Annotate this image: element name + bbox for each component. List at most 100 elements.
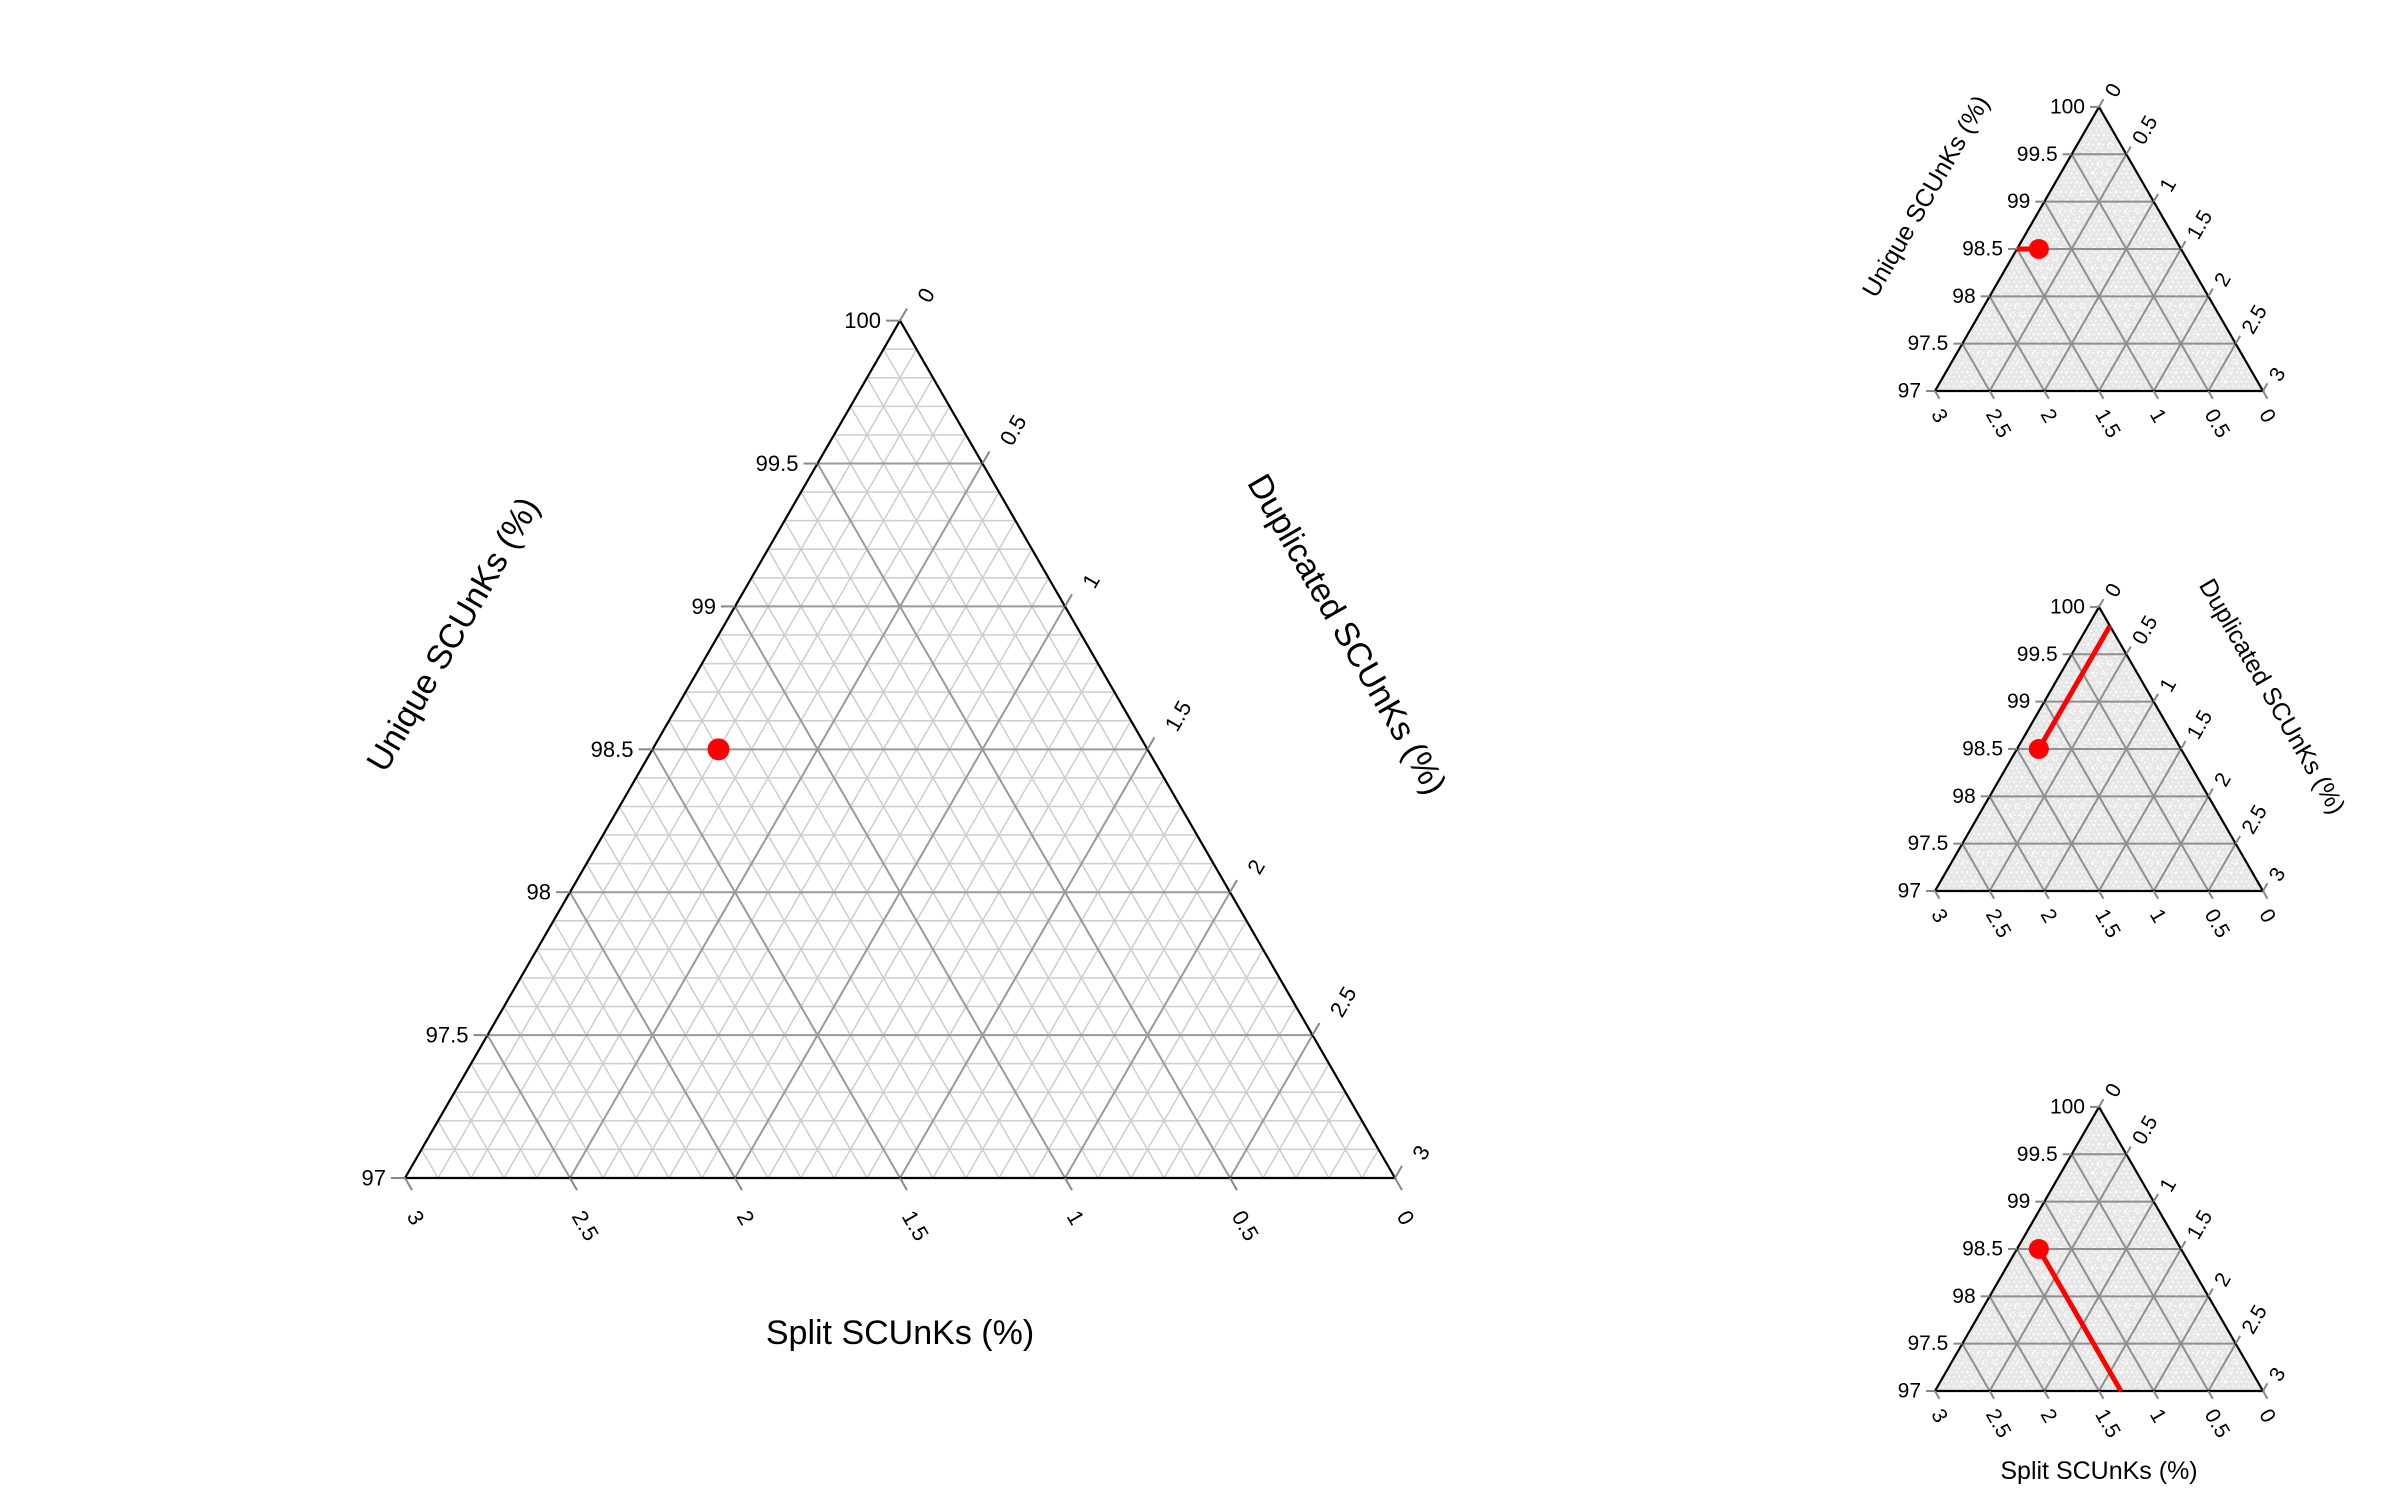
grid-line	[2229, 1362, 2248, 1392]
tick-label: 3	[2265, 364, 2291, 386]
grid-line	[1945, 871, 1958, 892]
tick-mark	[2207, 390, 2214, 400]
grid-line	[552, 920, 703, 1179]
grid-line	[2043, 201, 2155, 392]
tick-mark	[2125, 145, 2132, 155]
grid-line	[1956, 1352, 1980, 1392]
grid-line	[2010, 758, 2089, 892]
grid-line	[1956, 852, 1980, 892]
tick-label: 1.5	[1160, 696, 1197, 735]
grid-line	[1967, 634, 2117, 892]
grid-line	[1988, 795, 2046, 892]
tick-mark	[1064, 593, 1073, 607]
tick-label: 0.5	[1227, 1206, 1264, 1245]
tick-mark	[2125, 1145, 2132, 1155]
tick-label: 0.5	[2128, 612, 2163, 649]
tick-label: 1	[2145, 905, 2171, 927]
tick-label: 1	[1077, 569, 1105, 592]
tick-label: 98.5	[1962, 737, 2003, 760]
grid-line	[2076, 644, 2220, 892]
grid-line	[2087, 1239, 2177, 1392]
tick-label: 1.5	[2090, 905, 2125, 942]
tick-mark	[2098, 598, 2105, 608]
grid-line	[816, 463, 1231, 1179]
grid-line	[1097, 920, 1248, 1179]
grid-line	[1956, 1125, 2111, 1392]
grid-line	[1361, 1149, 1380, 1179]
tick-label: 0	[2101, 580, 2127, 602]
grid-line	[1130, 948, 1264, 1179]
ternary-panel-main: 97 97.5 98 98.5 99 99.5 100 0 0.5 1 1.5 2 2.5 3 3 2.5 2 1…	[359, 284, 1453, 1352]
grid-line	[1950, 1362, 1969, 1392]
grid-line	[2109, 258, 2188, 392]
grid-line	[2021, 1182, 2144, 1392]
grid-line	[2081, 134, 2231, 392]
grid-line	[470, 1063, 538, 1179]
grid-line	[2152, 1295, 2210, 1392]
grid-line	[1994, 786, 2056, 892]
grid-line	[2060, 672, 2188, 892]
grid-line	[2207, 1343, 2237, 1392]
grid-line	[1064, 891, 1231, 1179]
grid-line	[2229, 862, 2248, 892]
data-point	[2028, 238, 2049, 259]
grid-line	[2163, 805, 2215, 892]
grid-line	[1950, 862, 1969, 892]
tick-mark	[2152, 693, 2160, 703]
grid-line	[2060, 1172, 2188, 1392]
tick-label: 2.5	[1981, 905, 2016, 942]
grid-line	[2076, 729, 2171, 892]
grid-line	[1939, 381, 1947, 392]
grid-line	[2142, 1286, 2204, 1392]
tick-label: 2	[2036, 1405, 2062, 1427]
tick-label: 97	[1898, 880, 1921, 903]
tick-label: 98.5	[1962, 237, 2003, 260]
tick-mark	[2043, 1390, 2050, 1400]
grid-line	[1994, 1286, 2056, 1392]
tick-label: 97.5	[1907, 832, 1948, 855]
grid-line	[437, 1120, 472, 1179]
grid-line	[1031, 863, 1215, 1179]
tick-mark	[1934, 1390, 1941, 1400]
grid-line	[750, 577, 1099, 1179]
grid-line	[2032, 191, 2149, 392]
grid-line	[767, 634, 1083, 1179]
tick-label: 97	[1898, 1380, 1921, 1403]
grid-line	[849, 405, 1297, 1179]
grid	[1935, 606, 2263, 892]
tick-label: 3	[2265, 864, 2291, 886]
tick-label: 0.5	[2200, 905, 2235, 942]
tick-mark	[2207, 788, 2214, 797]
grid-line	[1939, 1381, 1947, 1392]
grid-line	[1967, 1134, 2117, 1392]
grid-line	[1961, 1343, 1991, 1392]
grid-line	[2240, 871, 2253, 892]
grid-line	[2098, 248, 2182, 392]
grid	[420, 348, 1380, 1179]
grid-line	[1988, 1153, 2128, 1392]
grid-line	[2081, 634, 2231, 892]
axis-label-split: Split SCUnKs (%)	[766, 1314, 1034, 1352]
grid-line	[2240, 1371, 2253, 1392]
tick-mark	[1311, 1022, 1321, 1036]
grid-line	[882, 348, 1363, 1179]
tick-mark	[2098, 390, 2105, 400]
grid-line	[2005, 767, 2078, 892]
axis-label-unique: Unique SCUnKs (%)	[359, 491, 547, 778]
tick-label: 1.5	[2090, 1405, 2125, 1442]
tick-label: 0.5	[2128, 112, 2163, 149]
axis-label-split: Split SCUnKs (%)	[2000, 1457, 2197, 1485]
tick-mark	[2043, 390, 2050, 400]
tick-label: 1.5	[2183, 207, 2218, 244]
tick-label: 99.5	[756, 451, 799, 476]
tick-label: 98	[1952, 785, 1975, 808]
grid-line	[2251, 1381, 2259, 1392]
tick-mark	[2152, 1193, 2160, 1203]
grid-line	[1978, 644, 2122, 892]
grid-line	[2010, 1258, 2089, 1392]
tick-mark	[2262, 390, 2269, 400]
axis-label-duplicated: Duplicated SCUnKs (%)	[1240, 468, 1454, 801]
tick-label: 99	[2007, 690, 2030, 713]
